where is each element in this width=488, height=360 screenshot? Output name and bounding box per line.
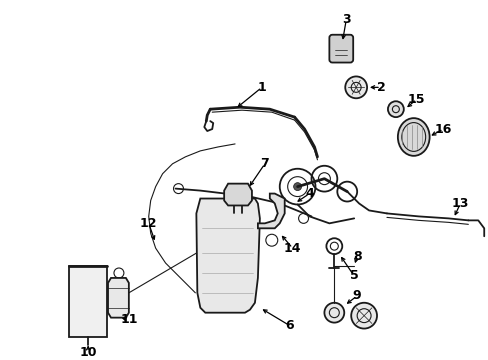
Polygon shape	[257, 194, 284, 228]
Text: 11: 11	[120, 313, 137, 326]
Text: 16: 16	[434, 122, 451, 136]
Text: 1: 1	[257, 81, 265, 94]
Text: 6: 6	[285, 319, 293, 332]
Polygon shape	[108, 278, 129, 318]
Circle shape	[324, 303, 344, 323]
Circle shape	[345, 76, 366, 98]
Text: 3: 3	[341, 13, 350, 26]
Text: 2: 2	[376, 81, 385, 94]
Text: 14: 14	[284, 242, 301, 255]
Circle shape	[387, 101, 403, 117]
Text: 7: 7	[260, 157, 269, 170]
Polygon shape	[196, 198, 259, 313]
Text: 4: 4	[305, 187, 313, 200]
Text: 9: 9	[352, 289, 361, 302]
Text: 13: 13	[451, 197, 468, 210]
Text: 8: 8	[352, 249, 361, 262]
FancyBboxPatch shape	[329, 35, 352, 63]
Circle shape	[350, 303, 376, 329]
Bar	[69, 266, 107, 337]
Ellipse shape	[397, 118, 429, 156]
Text: 12: 12	[140, 217, 157, 230]
Text: 10: 10	[79, 346, 97, 359]
Text: 5: 5	[349, 269, 358, 283]
Polygon shape	[224, 184, 251, 206]
Circle shape	[293, 183, 301, 190]
Text: 15: 15	[407, 93, 425, 106]
